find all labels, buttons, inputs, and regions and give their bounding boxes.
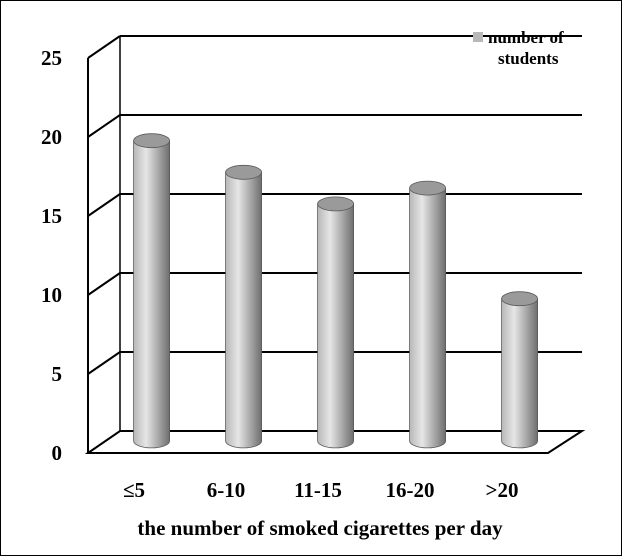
legend-label-line1: number of (488, 28, 564, 47)
x-tick-labels: ≤5 6-10 11-15 16-20 >20 (123, 478, 519, 502)
bar-4 (501, 291, 538, 449)
bar-1 (225, 164, 263, 449)
x-tick-label-4: >20 (486, 478, 519, 502)
bar-body-0 (133, 140, 170, 449)
y-tick-label-25: 25 (41, 46, 62, 70)
y-tick-label-5: 5 (52, 362, 63, 386)
x-tick-label-2: 11-15 (294, 478, 342, 502)
bar-body-1 (225, 171, 262, 449)
y-tick-label-10: 10 (41, 283, 62, 307)
bar-body-4 (501, 298, 538, 449)
bars (133, 133, 538, 449)
bar-body-2 (317, 203, 354, 449)
y-tick-label-20: 20 (41, 125, 62, 149)
bar-2 (317, 196, 355, 449)
legend-swatch (473, 32, 483, 42)
bar-top-3 (409, 180, 447, 196)
bar-body-3 (409, 187, 446, 449)
bar-3 (409, 180, 447, 449)
y-tick-labels: 0 5 10 15 20 25 (41, 46, 62, 465)
x-tick-label-1: 6-10 (207, 478, 246, 502)
x-tick-label-0: ≤5 (123, 478, 145, 502)
legend: number of students (473, 28, 564, 68)
gridline-depth-25 (87, 35, 121, 59)
y-tick-label-0: 0 (52, 441, 63, 465)
gridline-depth-10 (87, 272, 121, 296)
bar-0 (133, 133, 171, 449)
y-tick-label-15: 15 (41, 204, 62, 228)
x-axis-label: the number of smoked cigarettes per day (137, 516, 503, 540)
bar-top-1 (225, 164, 263, 180)
bar-top-0 (133, 133, 171, 149)
bar-top-2 (317, 196, 355, 212)
bar-top-4 (501, 291, 538, 307)
gridline-depth-15 (87, 193, 121, 217)
gridline-depth-20 (87, 114, 121, 138)
x-tick-label-3: 16-20 (386, 478, 435, 502)
legend-label-line2: students (498, 49, 559, 68)
gridline-depth-5 (87, 351, 121, 375)
